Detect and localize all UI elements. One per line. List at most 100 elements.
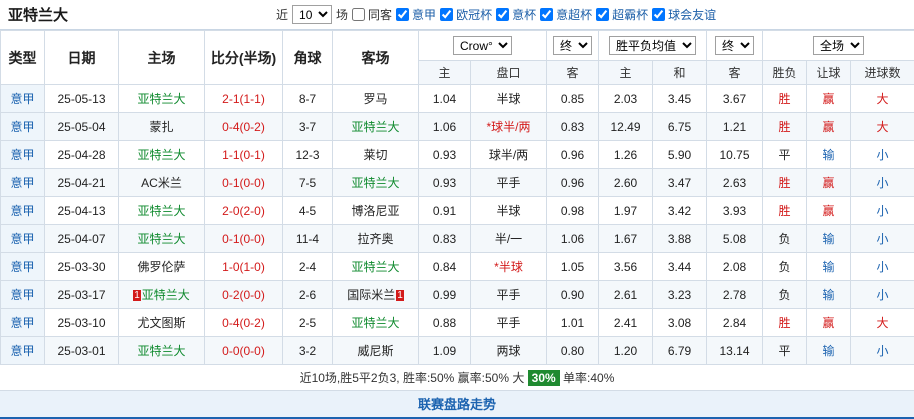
recent-label: 近 bbox=[276, 6, 288, 23]
cell-away[interactable]: 亚特兰大 bbox=[333, 253, 419, 281]
cell-ou-away: 10.75 bbox=[707, 141, 763, 169]
table-row[interactable]: 意甲 25-03-01 亚特兰大 0-0(0-0) 3-2 威尼斯 1.09 两… bbox=[1, 337, 914, 365]
cell-type[interactable]: 意甲 bbox=[1, 85, 45, 113]
ou-company-select[interactable]: 胜平负均值 bbox=[609, 36, 696, 55]
cell-win: 负 bbox=[763, 253, 807, 281]
cell-home[interactable]: 亚特兰大 bbox=[119, 225, 205, 253]
cell-ou-draw: 6.79 bbox=[653, 337, 707, 365]
cell-away[interactable]: 博洛尼亚 bbox=[333, 197, 419, 225]
cell-score[interactable]: 0-1(0-0) bbox=[205, 169, 283, 197]
cell-ou-home: 1.20 bbox=[599, 337, 653, 365]
ou-stage-select[interactable]: 终 bbox=[715, 36, 754, 55]
cell-away[interactable]: 拉齐奥 bbox=[333, 225, 419, 253]
cell-ou-draw: 3.47 bbox=[653, 169, 707, 197]
cell-type[interactable]: 意甲 bbox=[1, 113, 45, 141]
table-row[interactable]: 意甲 25-04-28 亚特兰大 1-1(0-1) 12-3 莱切 0.93 球… bbox=[1, 141, 914, 169]
table-row[interactable]: 意甲 25-03-10 尤文图斯 0-4(0-2) 2-5 亚特兰大 0.88 … bbox=[1, 309, 914, 337]
cell-odds-handicap: 平手 bbox=[471, 169, 547, 197]
cell-type[interactable]: 意甲 bbox=[1, 197, 45, 225]
cell-ou-home: 1.67 bbox=[599, 225, 653, 253]
cell-type[interactable]: 意甲 bbox=[1, 309, 45, 337]
cell-corner: 4-5 bbox=[283, 197, 333, 225]
match-label: 场 bbox=[336, 6, 348, 23]
cell-score[interactable]: 1-1(0-1) bbox=[205, 141, 283, 169]
venue-select[interactable]: 全场 bbox=[813, 36, 864, 55]
checkbox-league-2[interactable]: 意杯 bbox=[496, 6, 536, 23]
cell-type[interactable]: 意甲 bbox=[1, 337, 45, 365]
cell-type[interactable]: 意甲 bbox=[1, 169, 45, 197]
cell-ou-away: 2.08 bbox=[707, 253, 763, 281]
cell-ou-home: 2.61 bbox=[599, 281, 653, 309]
cell-score[interactable]: 0-1(0-0) bbox=[205, 225, 283, 253]
cell-score[interactable]: 1-0(1-0) bbox=[205, 253, 283, 281]
cell-type[interactable]: 意甲 bbox=[1, 141, 45, 169]
checkbox-home-away[interactable]: 同客 bbox=[352, 6, 392, 23]
cell-win: 负 bbox=[763, 225, 807, 253]
cell-score[interactable]: 0-2(0-0) bbox=[205, 281, 283, 309]
cell-score[interactable]: 0-4(0-2) bbox=[205, 309, 283, 337]
match-count-select[interactable]: 10 bbox=[292, 5, 332, 24]
checkbox-league-5[interactable]: 球会友谊 bbox=[652, 6, 716, 23]
header-odds-away: 客 bbox=[547, 61, 599, 85]
header-result-handicap: 让球 bbox=[807, 61, 851, 85]
cell-type[interactable]: 意甲 bbox=[1, 281, 45, 309]
table-row[interactable]: 意甲 25-05-04 蒙扎 0-4(0-2) 3-7 亚特兰大 1.06 *球… bbox=[1, 113, 914, 141]
cell-away[interactable]: 罗马 bbox=[333, 85, 419, 113]
cell-odds-handicap: 半/一 bbox=[471, 225, 547, 253]
league-trend-header[interactable]: 联赛盘路走势 bbox=[0, 391, 914, 419]
cell-score[interactable]: 0-4(0-2) bbox=[205, 113, 283, 141]
cell-away[interactable]: 威尼斯 bbox=[333, 337, 419, 365]
cell-away[interactable]: 亚特兰大 bbox=[333, 169, 419, 197]
cell-home[interactable]: 蒙扎 bbox=[119, 113, 205, 141]
cell-corner: 3-7 bbox=[283, 113, 333, 141]
cell-away[interactable]: 亚特兰大 bbox=[333, 113, 419, 141]
league-0-checkbox-input[interactable] bbox=[396, 8, 409, 21]
checkbox-league-0[interactable]: 意甲 bbox=[396, 6, 436, 23]
league-1-checkbox-input[interactable] bbox=[440, 8, 453, 21]
home-away-checkbox-input[interactable] bbox=[352, 8, 365, 21]
table-row[interactable]: 意甲 25-04-13 亚特兰大 2-0(2-0) 4-5 博洛尼亚 0.91 … bbox=[1, 197, 914, 225]
league-5-checkbox-input[interactable] bbox=[652, 8, 665, 21]
home-away-label: 同客 bbox=[368, 6, 392, 23]
cell-date: 25-05-04 bbox=[45, 113, 119, 141]
cell-home[interactable]: 亚特兰大 bbox=[119, 85, 205, 113]
cell-home[interactable]: 尤文图斯 bbox=[119, 309, 205, 337]
header-result-goals: 进球数 bbox=[851, 61, 914, 85]
cell-home[interactable]: 亚特兰大 bbox=[119, 337, 205, 365]
league-3-checkbox-input[interactable] bbox=[540, 8, 553, 21]
cell-goal-result: 大 bbox=[851, 309, 914, 337]
cell-type[interactable]: 意甲 bbox=[1, 225, 45, 253]
table-row[interactable]: 意甲 25-03-30 佛罗伦萨 1-0(1-0) 2-4 亚特兰大 0.84 … bbox=[1, 253, 914, 281]
checkbox-league-3[interactable]: 意超杯 bbox=[540, 6, 592, 23]
cell-score[interactable]: 0-0(0-0) bbox=[205, 337, 283, 365]
cell-home[interactable]: 亚特兰大 bbox=[119, 197, 205, 225]
odds-company-select[interactable]: Crow° bbox=[453, 36, 512, 55]
cell-score[interactable]: 2-1(1-1) bbox=[205, 85, 283, 113]
cell-away[interactable]: 亚特兰大 bbox=[333, 309, 419, 337]
checkbox-league-4[interactable]: 超霸杯 bbox=[596, 6, 648, 23]
table-row[interactable]: 意甲 25-04-21 AC米兰 0-1(0-0) 7-5 亚特兰大 0.93 … bbox=[1, 169, 914, 197]
cell-win: 胜 bbox=[763, 85, 807, 113]
cell-corner: 11-4 bbox=[283, 225, 333, 253]
cell-type[interactable]: 意甲 bbox=[1, 253, 45, 281]
cell-corner: 2-4 bbox=[283, 253, 333, 281]
cell-home[interactable]: AC米兰 bbox=[119, 169, 205, 197]
cell-home[interactable]: 亚特兰大 bbox=[119, 141, 205, 169]
table-row[interactable]: 意甲 25-05-13 亚特兰大 2-1(1-1) 8-7 罗马 1.04 半球… bbox=[1, 85, 914, 113]
league-2-checkbox-input[interactable] bbox=[496, 8, 509, 21]
league-4-checkbox-input[interactable] bbox=[596, 8, 609, 21]
cell-odds-handicap: 平手 bbox=[471, 281, 547, 309]
cell-goal-result: 小 bbox=[851, 253, 914, 281]
cell-home[interactable]: 佛罗伦萨 bbox=[119, 253, 205, 281]
cell-away[interactable]: 莱切 bbox=[333, 141, 419, 169]
cell-score[interactable]: 2-0(2-0) bbox=[205, 197, 283, 225]
odds-stage-select[interactable]: 终 bbox=[553, 36, 592, 55]
cell-ou-draw: 3.23 bbox=[653, 281, 707, 309]
summary-highlight: 30% bbox=[528, 370, 560, 386]
table-row[interactable]: 意甲 25-04-07 亚特兰大 0-1(0-0) 11-4 拉齐奥 0.83 … bbox=[1, 225, 914, 253]
checkbox-league-1[interactable]: 欧冠杯 bbox=[440, 6, 492, 23]
